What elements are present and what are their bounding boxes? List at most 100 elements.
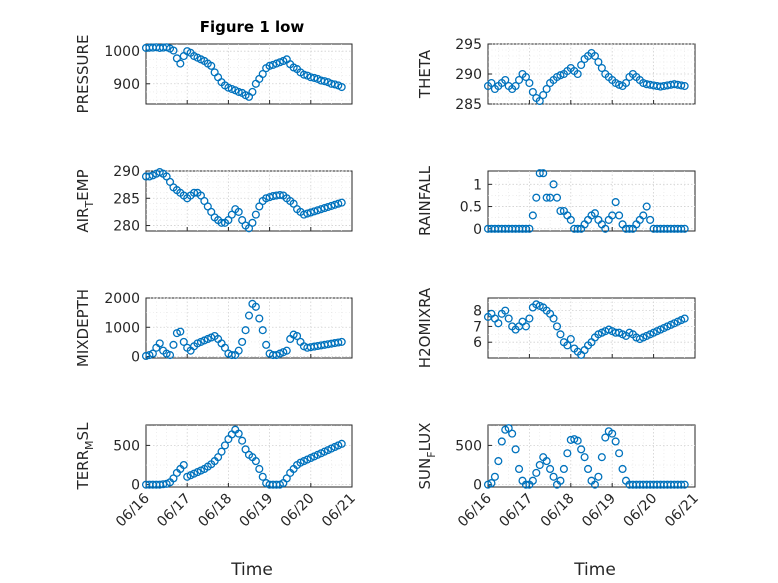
sun-flux-data-point bbox=[580, 453, 589, 462]
h2omixra-data-point bbox=[680, 314, 689, 323]
h2omixra-data-point bbox=[494, 319, 503, 328]
sun-flux-data-point bbox=[542, 457, 551, 466]
pressure-data-point bbox=[310, 73, 319, 82]
rainfall-data-point bbox=[566, 215, 575, 224]
mixdepth-data-point bbox=[155, 339, 164, 348]
h2omixra-data-point bbox=[563, 341, 572, 350]
mixdepth-data-point bbox=[165, 351, 175, 360]
air-temp-data-point bbox=[334, 199, 343, 208]
terr-msl-data-point bbox=[238, 436, 247, 445]
subplot-rainfall: 0 0.5 1 RAINFALL bbox=[416, 165, 696, 238]
pressure-data-point bbox=[207, 61, 216, 70]
theta-data-point bbox=[521, 72, 530, 82]
theta-data-point bbox=[535, 96, 544, 106]
air-temp-data-point bbox=[317, 205, 326, 214]
theta-data-point bbox=[621, 78, 631, 88]
mixdepth-data-point bbox=[282, 346, 291, 355]
sun-flux-data-point bbox=[590, 480, 599, 489]
figure-title: Figure 1 low bbox=[200, 18, 305, 36]
mixdepth-ylabel: MIXDEPTH bbox=[74, 289, 92, 367]
terr-msl-data-point bbox=[234, 429, 243, 438]
h2omixra-data-point bbox=[556, 330, 565, 339]
h2omixra-data-point bbox=[552, 322, 562, 331]
rainfall-data-point bbox=[646, 215, 655, 224]
x-axis-label-right: Time bbox=[573, 560, 616, 580]
mixdepth-data-point bbox=[251, 302, 260, 311]
sun-flux-data-point bbox=[577, 445, 586, 454]
x-axis-label-left: Time bbox=[230, 560, 273, 580]
subplot-theta: 285 290 295 THETA bbox=[416, 37, 696, 113]
air-temp-data-point bbox=[217, 218, 226, 227]
rainfall-ytick-label: 0 bbox=[473, 222, 482, 238]
mixdepth-data-point bbox=[241, 326, 250, 335]
theta-data-point bbox=[501, 75, 510, 85]
mixdepth-data-point bbox=[244, 311, 254, 320]
sun-flux-ytick-label: 0 bbox=[473, 478, 482, 494]
h2omixra-data-point bbox=[566, 335, 575, 344]
mixdepth-ytick-label: 1000 bbox=[104, 320, 140, 336]
rainfall-data-point bbox=[680, 224, 689, 233]
terr-msl-data-point bbox=[251, 457, 260, 466]
h2omixra-data-point bbox=[504, 314, 513, 323]
sun-flux-data-point bbox=[514, 464, 524, 473]
sun-flux-data-point bbox=[677, 480, 686, 489]
mixdepth-ytick-label: 0 bbox=[131, 350, 140, 366]
theta-data-point bbox=[577, 60, 586, 70]
sun-flux-data-point bbox=[559, 464, 568, 473]
rainfall-data-point bbox=[542, 193, 551, 202]
sun-flux-data-point bbox=[618, 464, 627, 473]
pressure-ylabel: PRESSURE bbox=[74, 35, 92, 114]
air-temp-ytick-label: 285 bbox=[113, 191, 140, 207]
mixdepth-data-point bbox=[141, 351, 151, 361]
sun-flux-data-point bbox=[583, 464, 593, 473]
subplot-h2omixra: 678 H2OMIXRA bbox=[416, 287, 696, 368]
mixdepth-data-point bbox=[227, 351, 236, 360]
rainfall-data-point bbox=[525, 224, 534, 233]
theta-data-point bbox=[539, 90, 548, 100]
rainfall-data-point bbox=[549, 180, 558, 189]
theta-data-point bbox=[528, 87, 537, 97]
sun-flux-data-point bbox=[546, 464, 555, 473]
theta-data-point bbox=[590, 51, 599, 61]
sun-flux-data-point bbox=[611, 437, 620, 446]
sun-flux-data-point bbox=[490, 472, 499, 481]
mixdepth-data-point bbox=[220, 343, 230, 352]
sun-flux-data-point bbox=[549, 472, 558, 481]
sun-flux-data-point bbox=[521, 480, 530, 489]
theta-data-point bbox=[597, 63, 606, 73]
mixdepth-data-point bbox=[255, 314, 264, 323]
rainfall-data-point bbox=[521, 224, 530, 233]
air-temp-data-point bbox=[306, 208, 315, 217]
pressure-data-point bbox=[169, 46, 178, 55]
pressure-data-point bbox=[258, 69, 267, 79]
rainfall-data-point bbox=[532, 193, 541, 202]
h2omixra-ytick-label: 6 bbox=[473, 335, 482, 351]
sun-flux-data-point bbox=[494, 457, 503, 466]
air-temp-ylabel: AIRTEMP bbox=[74, 169, 96, 232]
air-temp-data-point bbox=[323, 202, 333, 212]
h2omixra-data-point bbox=[549, 314, 558, 323]
sun-flux-axes-frame bbox=[487, 424, 696, 488]
air-temp-data-point bbox=[275, 190, 284, 200]
rainfall-data-point bbox=[642, 202, 651, 211]
pressure-data-point bbox=[320, 77, 329, 86]
terr-msl-data-point bbox=[217, 447, 226, 456]
theta-ytick-label: 295 bbox=[455, 37, 482, 53]
terr-msl-data-point bbox=[255, 464, 264, 473]
mixdepth-data-point bbox=[176, 327, 185, 336]
mixdepth-data-point bbox=[293, 331, 302, 341]
terr-msl-data-point bbox=[220, 441, 230, 450]
terr-msl-data-point bbox=[258, 472, 267, 481]
rainfall-ytick-label: 0.5 bbox=[460, 200, 482, 216]
rainfall-data-point bbox=[552, 193, 562, 202]
theta-data-point bbox=[487, 78, 496, 88]
air-temp-data-point bbox=[310, 207, 319, 216]
pressure-data-point bbox=[248, 87, 257, 96]
rainfall-data-point bbox=[535, 169, 544, 178]
pressure-ytick-label: 1000 bbox=[104, 44, 140, 60]
air-temp-data-point bbox=[303, 209, 312, 218]
air-temp-ytick-label: 290 bbox=[113, 164, 140, 180]
terr-msl-ytick-label: 500 bbox=[113, 438, 140, 454]
mixdepth-ytick-label: 2000 bbox=[104, 291, 140, 307]
pressure-data-point bbox=[337, 82, 346, 92]
